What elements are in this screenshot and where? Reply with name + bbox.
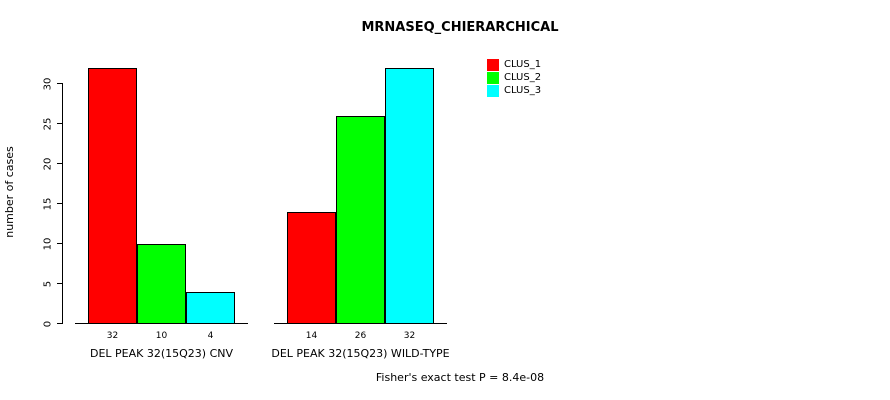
bar-clus_3-group2	[385, 68, 434, 324]
y-axis	[62, 83, 63, 324]
bar-value-label: 26	[354, 331, 367, 341]
y-tick	[57, 83, 62, 84]
bar-clus_1-group1	[88, 68, 137, 324]
bar-clus_2-group1	[137, 244, 186, 324]
chart-title: MRNASEQ_CHIERARCHICAL	[361, 20, 559, 35]
legend-item-clus_2: CLUS_2	[487, 71, 541, 84]
legend-label: CLUS_2	[504, 72, 542, 83]
bar-value-label: 4	[207, 331, 214, 341]
legend-swatch-icon	[487, 71, 499, 84]
bar-value-label: 10	[155, 331, 168, 341]
y-tick	[57, 163, 62, 164]
y-tick-label: 15	[42, 197, 54, 211]
y-tick	[57, 323, 62, 324]
bar-value-label: 32	[106, 331, 119, 341]
y-tick-label: 20	[42, 157, 54, 171]
y-tick	[57, 203, 62, 204]
legend-label: CLUS_1	[504, 59, 542, 70]
y-tick	[57, 243, 62, 244]
bar-clus_3-group1	[186, 292, 235, 324]
legend-label: CLUS_3	[504, 85, 542, 96]
legend-swatch-icon	[487, 58, 499, 71]
y-axis-label: number of cases	[3, 146, 16, 238]
bar-clus_1-group2	[287, 212, 336, 324]
y-tick	[57, 283, 62, 284]
bar-value-label: 14	[305, 331, 318, 341]
y-tick	[57, 123, 62, 124]
legend: CLUS_1 CLUS_2 CLUS_3	[487, 58, 541, 97]
y-tick-label: 5	[42, 280, 54, 288]
legend-item-clus_3: CLUS_3	[487, 84, 541, 97]
legend-swatch-icon	[487, 84, 499, 97]
bar-clus_2-group2	[336, 116, 385, 324]
legend-item-clus_1: CLUS_1	[487, 58, 541, 71]
bar-value-label: 32	[403, 331, 416, 341]
y-tick-label: 10	[42, 237, 54, 251]
category-label: DEL PEAK 32(15Q23) WILD-TYPE	[271, 347, 450, 360]
footnote: Fisher's exact test P = 8.4e-08	[375, 371, 545, 384]
y-tick-label: 30	[42, 77, 54, 91]
plot-area: 0 5 10 15 20 25 30 32 10 4 DEL PEAK 32(15Q23) CNV 1…	[43, 58, 462, 360]
category-label: DEL PEAK 32(15Q23) CNV	[89, 347, 234, 360]
y-tick-label: 0	[42, 320, 54, 328]
y-tick-label: 25	[42, 117, 54, 131]
